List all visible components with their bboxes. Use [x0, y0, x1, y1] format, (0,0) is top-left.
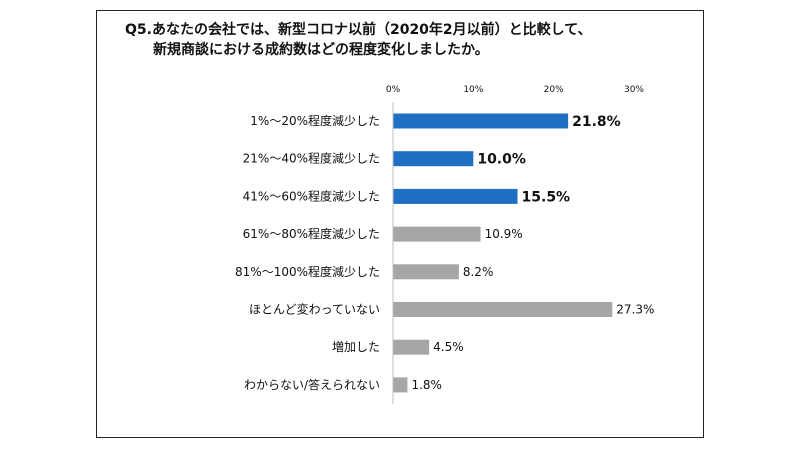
bar — [393, 113, 569, 129]
x-tick-label: 0% — [386, 85, 401, 95]
data-label: 4.5% — [433, 340, 464, 354]
data-label: 10.9% — [485, 227, 523, 241]
data-label: 10.0% — [477, 152, 526, 168]
x-tick-label: 30% — [624, 85, 644, 95]
data-label: 15.5% — [522, 189, 571, 205]
category-label: 61%～80%程度減少した — [243, 226, 380, 241]
bar — [393, 226, 481, 242]
bar — [393, 188, 518, 204]
category-label: ほとんど変わっていない — [249, 302, 380, 317]
data-label: 27.3% — [616, 303, 654, 317]
x-tick-label: 20% — [544, 85, 564, 95]
bar — [393, 377, 408, 393]
data-label: 8.2% — [463, 265, 494, 279]
bar — [393, 339, 430, 355]
chart-title-line-1: Q5.あなたの会社では、新型コロナ以前（2020年2月以前）と比較して、 — [125, 22, 592, 38]
data-label: 21.8% — [572, 114, 621, 130]
category-label: 増加した — [332, 340, 380, 354]
data-label: 1.8% — [411, 378, 442, 392]
bar — [393, 302, 613, 317]
chart-title: Q5.あなたの会社では、新型コロナ以前（2020年2月以前）と比較して、 新規商… — [125, 20, 695, 60]
bar — [393, 264, 459, 280]
x-tick-label: 10% — [463, 85, 483, 95]
category-label: 41%～60%程度減少した — [243, 188, 380, 203]
category-label: 21%～40%程度減少した — [243, 151, 380, 166]
category-label: 1%～20%程度減少した — [250, 113, 380, 128]
category-label: 81%～100%程度減少した — [235, 264, 380, 279]
chart-title-line-2: 新規商談における成約数はどの程度変化しましたか。 — [153, 42, 489, 58]
category-label: わからない/答えられない — [244, 377, 380, 392]
chart-frame — [96, 10, 704, 438]
bar — [393, 151, 474, 167]
